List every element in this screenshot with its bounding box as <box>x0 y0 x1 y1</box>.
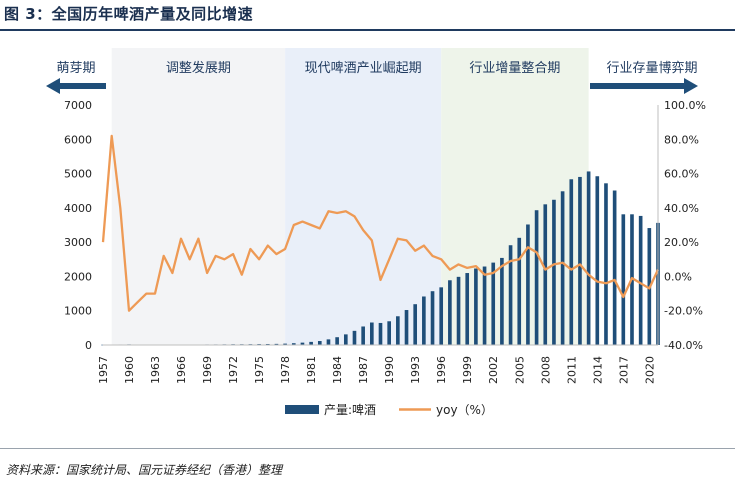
phase-band-rise <box>285 48 442 345</box>
bar-mark <box>500 257 504 345</box>
x-tick-label: 1975 <box>253 356 266 384</box>
y-right-tick-label: 60.0% <box>664 168 699 181</box>
x-tick-label: 2011 <box>565 356 578 384</box>
x-tick-label: 2017 <box>617 356 630 384</box>
bar-mark <box>343 334 348 345</box>
x-tick-label: 1966 <box>175 356 188 384</box>
bar-mark <box>300 342 305 345</box>
bar-mark <box>517 237 522 345</box>
bar-mark <box>274 343 279 345</box>
y-right-tick-label: -20.0% <box>664 305 703 318</box>
phase-band-dev <box>111 48 286 345</box>
bar-mark <box>474 268 478 345</box>
bar-mark <box>465 273 470 345</box>
bar-mark <box>578 176 582 345</box>
x-tick-label: 2014 <box>591 356 604 384</box>
x-tick-label: 1984 <box>331 356 344 384</box>
y-left-tick-label: 0 <box>85 339 92 352</box>
y-left-tick-label: 1000 <box>64 305 92 318</box>
x-tick-label: 2005 <box>513 356 526 384</box>
y-right-tick-label: 40.0% <box>664 202 699 215</box>
bar-mark <box>422 296 426 345</box>
y-left-tick-label: 4000 <box>64 202 92 215</box>
bar-mark <box>309 341 313 345</box>
x-tick-label: 1972 <box>227 356 240 384</box>
title-divider <box>0 29 735 31</box>
bar-mark <box>413 304 418 345</box>
x-tick-label: 1987 <box>357 356 370 384</box>
bar-mark <box>604 183 608 345</box>
bar-mark <box>378 322 383 345</box>
bar-mark <box>534 210 539 345</box>
x-tick-label: 1957 <box>97 356 110 384</box>
x-tick-label: 1963 <box>149 356 162 384</box>
bar-mark <box>552 199 556 345</box>
bar-mark <box>456 276 461 345</box>
x-tick-label: 1960 <box>123 356 136 384</box>
chart-canvas: 萌芽期 调整发展期 现代啤酒产业崛起期 行业增量整合期 行业存量博弈期 0 1000 2000… <box>46 48 706 417</box>
x-tick-label: 2020 <box>643 356 656 384</box>
bar-mark <box>612 190 617 345</box>
x-tick-label: 1999 <box>461 356 474 384</box>
bar-mark <box>326 339 331 345</box>
y-right-tick-label: 20.0% <box>664 236 699 249</box>
bar-mark <box>448 280 452 345</box>
phase-label: 行业增量整合期 <box>469 61 560 76</box>
left-arrow-icon <box>46 78 106 94</box>
bar-mark <box>335 337 339 345</box>
x-tick-label: 1990 <box>383 356 396 384</box>
bar-mark <box>526 224 530 345</box>
phase-label: 萌芽期 <box>56 61 95 76</box>
bar-mark <box>370 322 374 345</box>
x-tick-label: 1981 <box>305 356 318 384</box>
phase-band-consolidate <box>441 48 589 345</box>
bar-mark <box>595 176 600 345</box>
figure-title: 图 3：全国历年啤酒产量及同比增速 <box>4 5 254 23</box>
bar-mark <box>361 326 365 345</box>
x-tick-label: 1969 <box>201 356 214 384</box>
y-right-tick-label: 100.0% <box>664 99 706 112</box>
bar-mark <box>543 204 548 345</box>
bar-mark <box>638 215 643 345</box>
y-right-tick-label: 80.0% <box>664 133 699 146</box>
phase-label: 调整发展期 <box>166 60 231 76</box>
y-right-tick-label: -40.0% <box>664 339 703 352</box>
bar-mark <box>439 287 444 345</box>
y-left-tick-label: 5000 <box>64 168 92 181</box>
bar-mark <box>491 262 496 345</box>
bar-mark <box>317 341 322 345</box>
x-tick-label: 1978 <box>279 356 292 384</box>
bar-mark <box>404 310 409 345</box>
x-tick-label: 2008 <box>539 356 552 384</box>
legend-bar-swatch <box>285 405 319 414</box>
phase-label: 现代啤酒产业崛起期 <box>305 61 422 76</box>
x-tick-label: 2002 <box>487 356 500 384</box>
source-note: 资料来源：国家统计局、国元证券经纪（香港）整理 <box>6 463 283 477</box>
bar-mark <box>560 191 565 345</box>
bar-mark <box>352 330 357 345</box>
bar-mark <box>621 214 626 345</box>
bar-mark <box>387 321 391 345</box>
bar-mark <box>283 343 287 345</box>
y-left-tick-label: 6000 <box>64 133 92 146</box>
phase-label: 行业存量博弈期 <box>606 60 697 76</box>
legend-line-label: yoy（%） <box>436 403 493 417</box>
x-tick-label: 1996 <box>435 356 448 384</box>
y-left-tick-label: 2000 <box>64 270 92 283</box>
bar-mark <box>586 171 591 345</box>
legend-bar-label: 产量:啤酒 <box>324 402 376 417</box>
bar-mark <box>430 291 435 345</box>
bar-mark <box>291 343 296 345</box>
y-left-tick-label: 7000 <box>64 99 92 112</box>
bar-mark <box>508 245 513 345</box>
right-arrow-icon <box>590 78 698 94</box>
source-divider <box>0 448 735 449</box>
x-tick-label: 1993 <box>409 356 422 384</box>
yoy-line <box>101 134 660 312</box>
bar-mark <box>482 266 487 345</box>
bar-mark <box>569 179 574 345</box>
y-left-tick-label: 3000 <box>64 236 92 249</box>
y-right-tick-label: 0.0% <box>664 270 692 283</box>
bar-mark <box>396 316 400 345</box>
